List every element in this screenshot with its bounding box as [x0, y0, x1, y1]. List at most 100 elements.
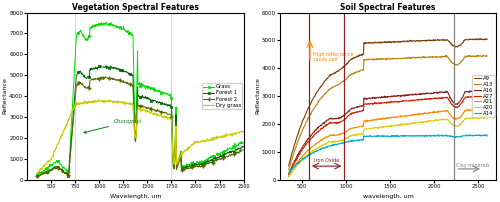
Y-axis label: Reflectance: Reflectance	[3, 78, 8, 115]
A20	[448, 123, 454, 125]
A27	[480, 95, 486, 97]
A9	[286, 165, 292, 167]
X-axis label: Wavelength, um: Wavelength, um	[110, 194, 161, 199]
A21	[393, 116, 399, 118]
A20	[484, 117, 490, 119]
A21	[484, 108, 490, 111]
X-axis label: wavelength, um: wavelength, um	[362, 194, 414, 199]
A21	[448, 115, 454, 117]
A16	[381, 96, 387, 98]
Line: Forest 2: Forest 2	[35, 75, 246, 178]
A9	[380, 41, 386, 44]
A13	[404, 57, 410, 60]
A9	[448, 43, 454, 46]
Forest 1	[98, 64, 103, 67]
Line: Dry grass: Dry grass	[37, 100, 244, 173]
Forest 2	[158, 110, 164, 113]
A16	[286, 173, 292, 176]
Forest 1	[134, 102, 140, 104]
Dry grass	[134, 118, 140, 121]
Forest 1	[158, 102, 164, 104]
A13	[484, 55, 490, 57]
A13	[443, 54, 449, 56]
A9	[381, 41, 387, 43]
Forest 1	[240, 145, 246, 147]
Forest 2	[204, 162, 210, 165]
A13	[393, 57, 399, 60]
A21	[482, 108, 488, 110]
Grass	[133, 116, 139, 119]
A9	[480, 38, 486, 41]
Text: Chorophyl: Chorophyl	[84, 119, 142, 133]
A21	[286, 175, 292, 177]
A27	[404, 99, 410, 102]
Grass	[34, 174, 40, 176]
Dry grass	[34, 172, 40, 174]
A21	[404, 114, 410, 117]
Forest 2	[133, 137, 139, 140]
A27	[381, 102, 387, 104]
Line: A20: A20	[288, 117, 487, 177]
A13	[286, 168, 292, 171]
Text: High reflectance
sandy soil: High reflectance sandy soil	[312, 52, 353, 62]
Dry grass	[236, 131, 242, 134]
Forest 2	[35, 175, 41, 178]
Title: Vegetation Spectral Features: Vegetation Spectral Features	[72, 3, 199, 12]
Y-axis label: Reflectance: Reflectance	[256, 78, 260, 115]
A14	[482, 134, 488, 136]
A20	[286, 176, 292, 178]
A16	[482, 89, 488, 92]
A27	[286, 173, 292, 176]
Line: Grass: Grass	[36, 21, 245, 176]
Grass	[204, 159, 210, 162]
A13	[449, 61, 455, 64]
Forest 1	[236, 147, 242, 149]
A14	[381, 135, 387, 137]
A21	[380, 118, 386, 120]
Dry grass	[34, 171, 40, 174]
Dry grass	[158, 114, 164, 117]
A9	[473, 37, 479, 40]
Line: A21: A21	[288, 109, 487, 176]
Line: Forest 1: Forest 1	[36, 64, 245, 178]
Forest 2	[146, 108, 152, 110]
Grass	[146, 86, 152, 88]
A14	[404, 135, 410, 137]
A14	[286, 171, 292, 174]
Line: A27: A27	[288, 96, 487, 174]
Forest 2	[34, 175, 40, 177]
A16	[484, 90, 490, 92]
A9	[404, 40, 410, 42]
Grass	[236, 142, 242, 144]
Dry grass	[146, 111, 152, 114]
A13	[381, 58, 387, 60]
A27	[380, 102, 386, 104]
Legend: A9, A13, A16, A27, A21, A20, A14: A9, A13, A16, A27, A21, A20, A14	[472, 75, 495, 118]
A14	[448, 135, 454, 137]
A20	[484, 116, 490, 118]
A14	[393, 134, 399, 137]
Grass	[34, 174, 40, 176]
Forest 1	[146, 98, 152, 100]
A20	[381, 125, 387, 128]
A27	[484, 95, 490, 98]
A27	[448, 103, 454, 105]
Grass	[158, 90, 164, 93]
Dry grass	[240, 131, 246, 133]
Text: Iron Oxide: Iron Oxide	[314, 158, 340, 163]
Forest 1	[133, 133, 139, 136]
A20	[480, 117, 486, 119]
A20	[393, 124, 399, 126]
A21	[480, 108, 486, 111]
Forest 2	[102, 76, 108, 78]
Forest 1	[204, 161, 210, 163]
A14	[484, 134, 490, 136]
Forest 1	[34, 175, 40, 177]
Forest 2	[240, 149, 246, 151]
A20	[404, 123, 410, 126]
Line: A16: A16	[288, 90, 487, 175]
Grass	[134, 72, 140, 75]
Forest 2	[134, 110, 140, 112]
A13	[380, 58, 386, 60]
A16	[393, 95, 399, 97]
